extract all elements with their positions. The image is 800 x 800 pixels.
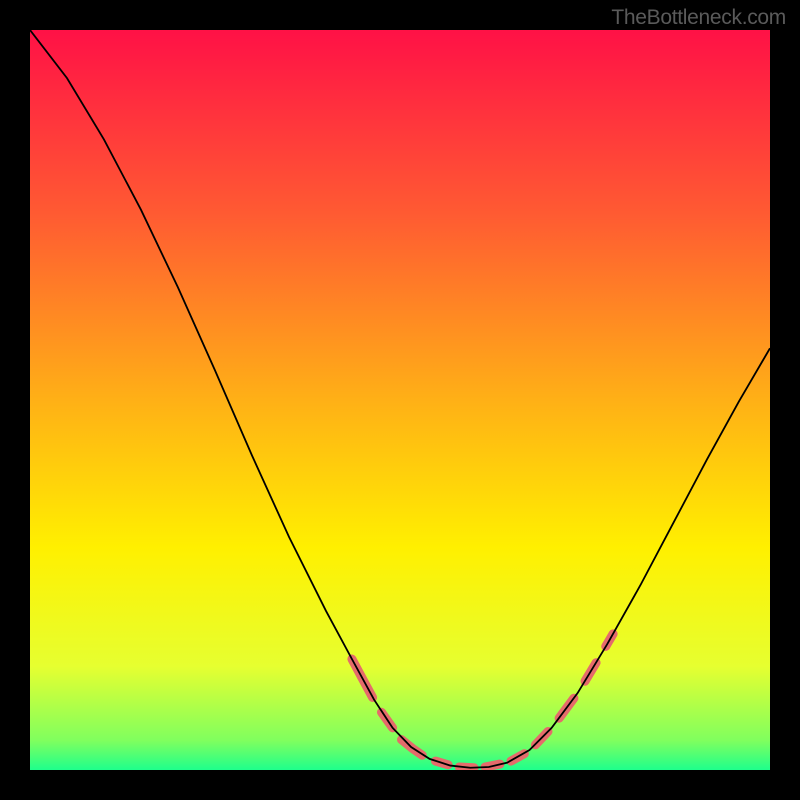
chart-lines-layer bbox=[30, 30, 770, 770]
chart-marker-segments bbox=[352, 634, 613, 768]
chart-plot-area bbox=[30, 30, 770, 770]
watermark-text: TheBottleneck.com bbox=[611, 6, 786, 30]
chart-main-curve bbox=[30, 30, 770, 768]
